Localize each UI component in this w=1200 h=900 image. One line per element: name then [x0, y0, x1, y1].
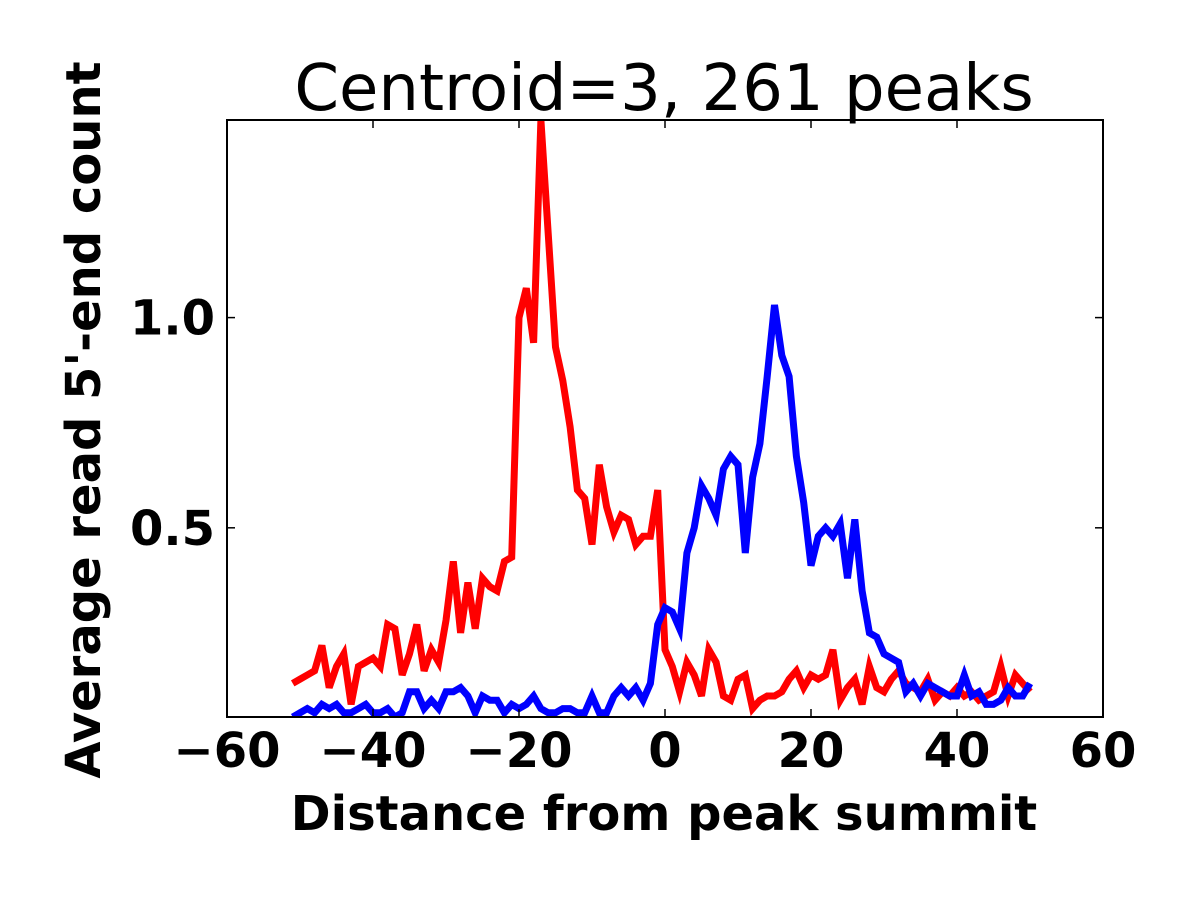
y-axis-ticks: 0.5 1.0 — [130, 291, 1103, 557]
x-tick-label: 20 — [778, 723, 845, 779]
y-tick-label: 0.5 — [130, 501, 215, 557]
x-axis-ticks: −60 −40 −20 0 20 40 60 — [173, 120, 1136, 779]
y-axis-label: Average read 5'-end count — [56, 61, 112, 778]
x-tick-label: 60 — [1070, 723, 1137, 779]
x-tick-label: −60 — [173, 723, 280, 779]
x-axis-label: Distance from peak summit — [291, 786, 1037, 842]
x-tick-label: −20 — [465, 723, 572, 779]
series-layer — [290, 120, 1034, 717]
x-tick-label: 0 — [648, 723, 681, 779]
chart-title: Centroid=3, 261 peaks — [294, 52, 1033, 126]
x-tick-label: 40 — [924, 723, 991, 779]
x-tick-label: −40 — [319, 723, 426, 779]
series-line-2 — [290, 304, 1034, 717]
y-tick-label: 1.0 — [130, 291, 215, 347]
